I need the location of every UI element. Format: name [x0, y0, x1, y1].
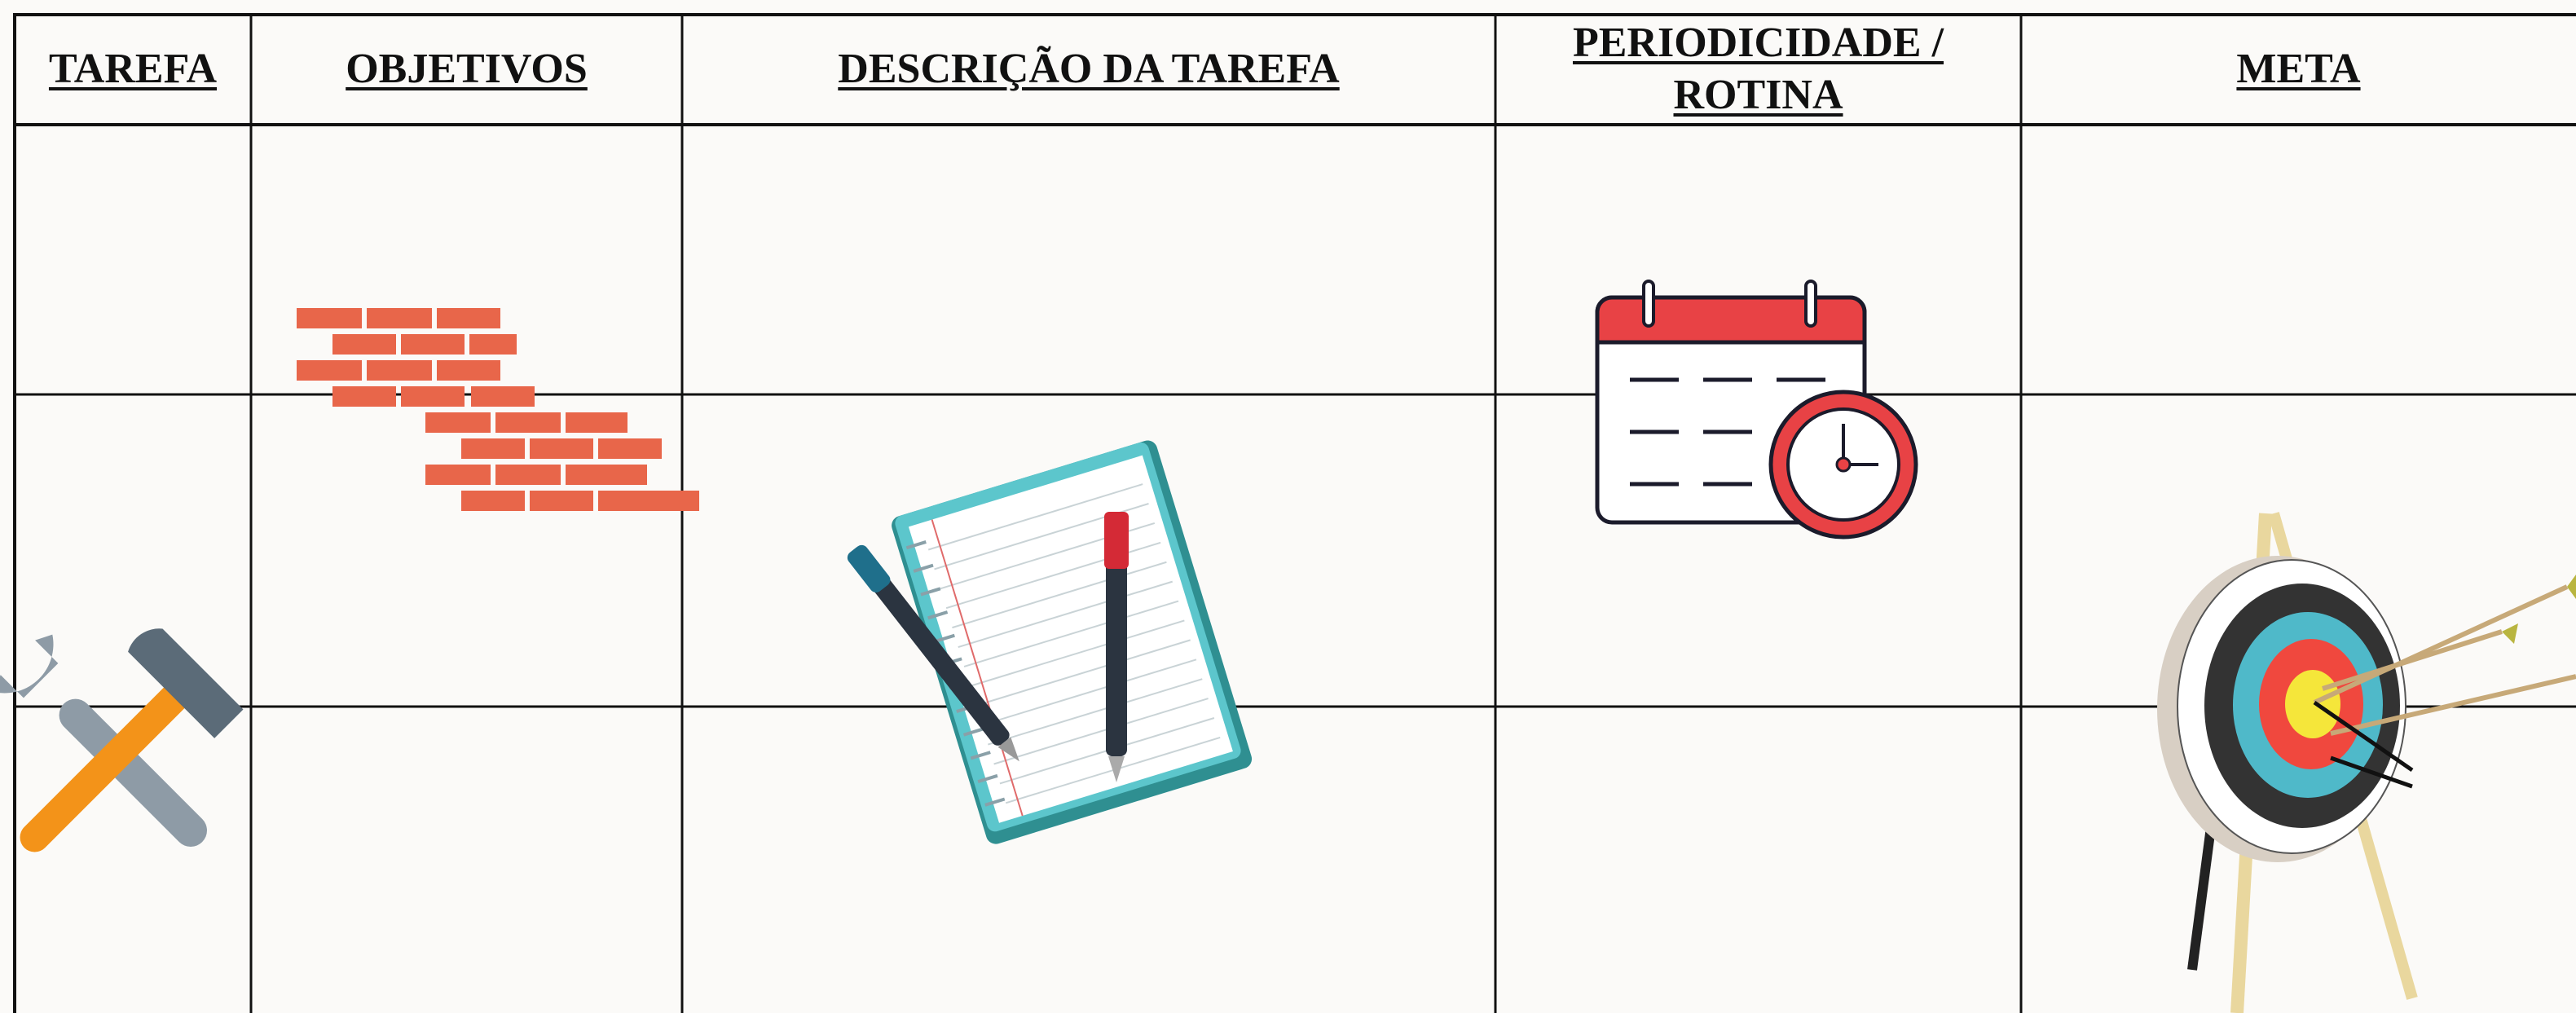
header-text: PERIODICIDADE / ROTINA — [1572, 19, 1944, 118]
header-cell: DESCRIÇÃO DA TAREFA — [682, 13, 1495, 125]
calendar-icon — [1595, 280, 1918, 540]
header-cell: META — [2021, 13, 2576, 125]
header-text: DESCRIÇÃO DA TAREFA — [838, 45, 1340, 92]
header-cell: PERIODICIDADE / ROTINA — [1495, 13, 2021, 125]
pen-red — [1104, 512, 1129, 782]
target-icon — [2157, 512, 2576, 1013]
bricks-icon — [297, 308, 699, 511]
pen-blue — [847, 544, 1019, 762]
table-grid — [13, 13, 2576, 1013]
header-text: META — [2236, 45, 2361, 92]
tools-icon — [0, 628, 244, 852]
header-cell: OBJETIVOS — [251, 13, 682, 125]
header-text: TAREFA — [48, 45, 218, 92]
header-text: OBJETIVOS — [346, 45, 588, 92]
notebook-icon — [892, 440, 1253, 844]
header-cell: TAREFA — [15, 13, 251, 125]
